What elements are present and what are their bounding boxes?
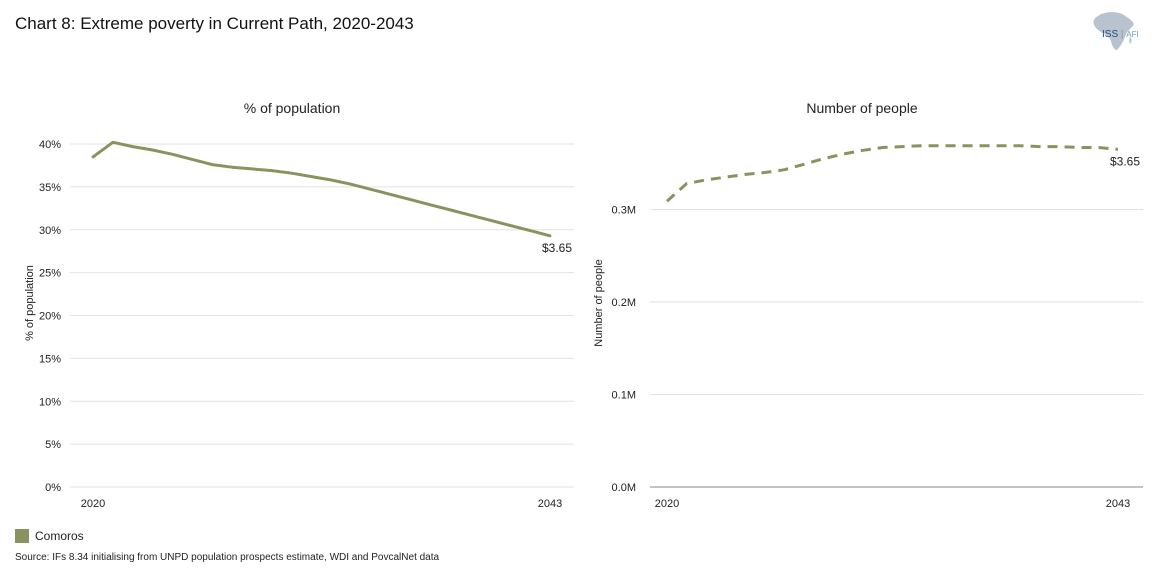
logo-text: ISS | AFI xyxy=(1102,29,1139,40)
africa-map-icon xyxy=(1093,12,1134,50)
end-label: $3.65 xyxy=(1110,154,1140,168)
y-axis-label: Number of people xyxy=(593,259,605,346)
y-axis-label: % of population xyxy=(24,265,36,341)
x-tick-label: 2043 xyxy=(1106,498,1130,510)
y-tick-label: 0.3M xyxy=(612,205,636,217)
y-tick-label: 40% xyxy=(39,139,61,151)
y-tick-label: 5% xyxy=(45,439,61,451)
y-tick-label: 35% xyxy=(39,182,61,194)
logo-brand: ISS xyxy=(1102,29,1119,40)
series-line xyxy=(665,144,1119,203)
y-tick-label: 0.2M xyxy=(612,297,636,309)
x-tick-label: 2043 xyxy=(538,498,562,510)
y-tick-label: 0.0M xyxy=(612,482,636,494)
y-tick-label: 15% xyxy=(39,353,61,365)
legend: Comoros xyxy=(15,529,84,543)
y-tick-label: 10% xyxy=(39,396,61,408)
y-tick-label: 25% xyxy=(39,268,61,280)
series-line xyxy=(91,140,552,238)
legend-label: Comoros xyxy=(35,529,84,543)
subchart-title: Number of people xyxy=(806,100,918,116)
y-tick-label: 0% xyxy=(45,482,61,494)
x-tick-label: 2020 xyxy=(81,498,105,510)
y-tick-label: 20% xyxy=(39,311,61,323)
source-note: Source: IFs 8.34 initialising from UNPD … xyxy=(15,552,440,563)
y-tick-label: 30% xyxy=(39,225,61,237)
y-tick-label: 0.1M xyxy=(612,390,636,402)
logo-sub: AFI xyxy=(1126,30,1139,39)
chart-title: Chart 8: Extreme poverty in Current Path… xyxy=(15,14,414,33)
x-tick-label: 2020 xyxy=(655,498,679,510)
legend-swatch xyxy=(15,529,29,543)
subchart-title: % of population xyxy=(244,100,341,116)
end-label: $3.65 xyxy=(542,241,572,255)
